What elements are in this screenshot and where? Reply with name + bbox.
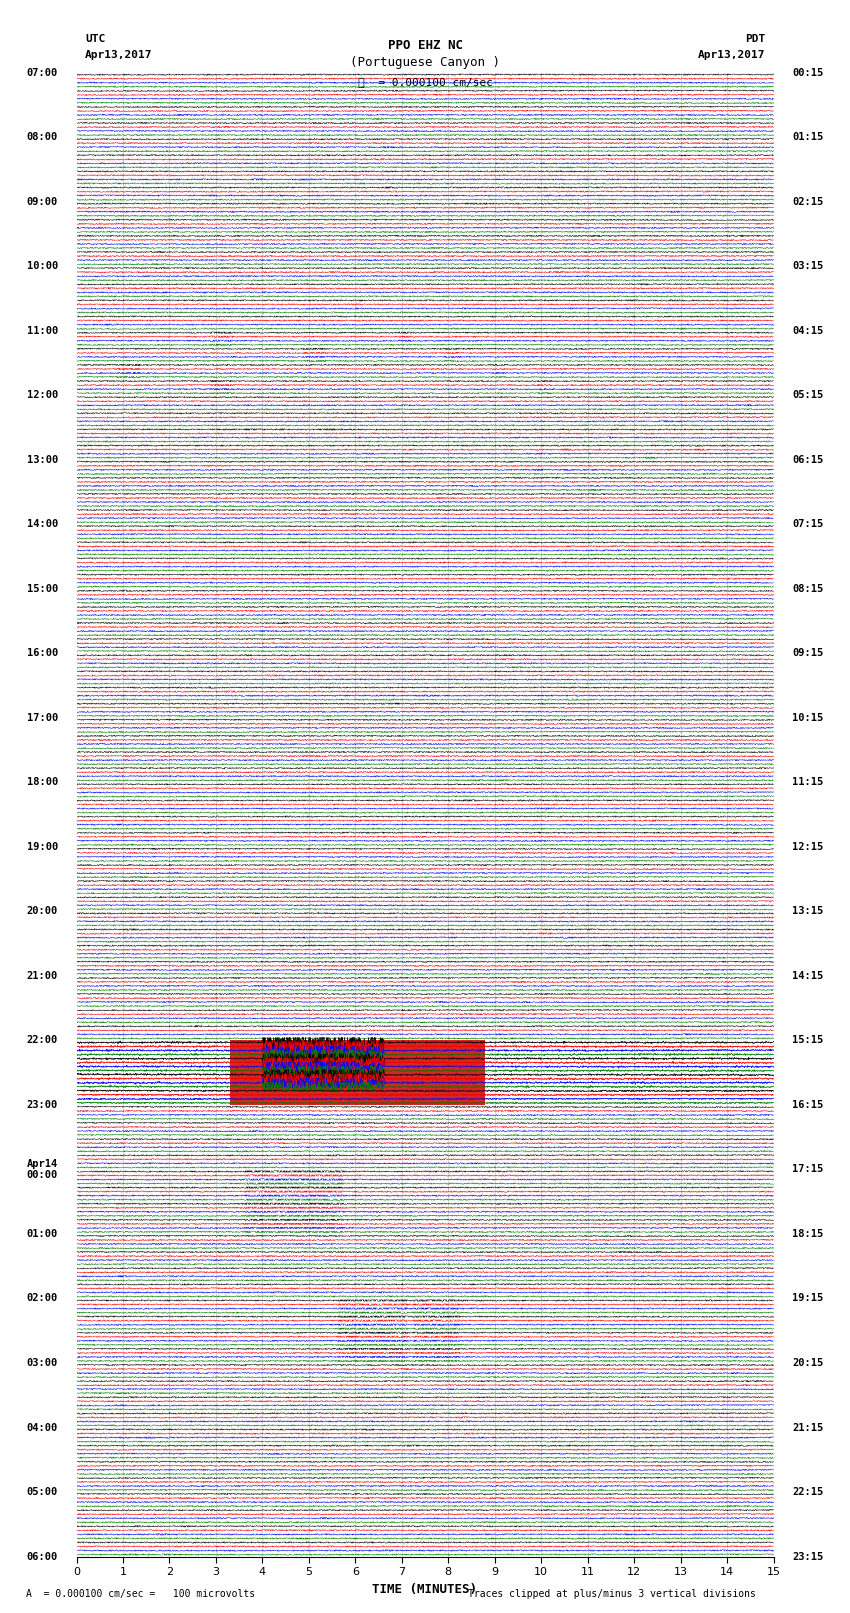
Text: 10:00: 10:00: [26, 261, 58, 271]
Text: 02:00: 02:00: [26, 1294, 58, 1303]
Text: 09:00: 09:00: [26, 197, 58, 206]
Text: 05:00: 05:00: [26, 1487, 58, 1497]
Text: Traces clipped at plus/minus 3 vertical divisions: Traces clipped at plus/minus 3 vertical …: [468, 1589, 756, 1598]
X-axis label: TIME (MINUTES): TIME (MINUTES): [372, 1582, 478, 1595]
Text: 14:00: 14:00: [26, 519, 58, 529]
Text: 04:15: 04:15: [792, 326, 824, 336]
Text: 18:15: 18:15: [792, 1229, 824, 1239]
Text: 03:15: 03:15: [792, 261, 824, 271]
Text: 12:00: 12:00: [26, 390, 58, 400]
Text: 08:15: 08:15: [792, 584, 824, 594]
Text: 20:15: 20:15: [792, 1358, 824, 1368]
Text: 22:15: 22:15: [792, 1487, 824, 1497]
Text: 19:00: 19:00: [26, 842, 58, 852]
Text: 08:00: 08:00: [26, 132, 58, 142]
Text: 13:15: 13:15: [792, 907, 824, 916]
Bar: [230, 1040, 485, 1105]
Text: 00:15: 00:15: [792, 68, 824, 77]
Text: PPO EHZ NC: PPO EHZ NC: [388, 39, 462, 52]
Text: 17:15: 17:15: [792, 1165, 824, 1174]
Text: 15:15: 15:15: [792, 1036, 824, 1045]
Text: 21:15: 21:15: [792, 1423, 824, 1432]
Text: 01:15: 01:15: [792, 132, 824, 142]
Text: 18:00: 18:00: [26, 777, 58, 787]
Text: Apr14
00:00: Apr14 00:00: [26, 1158, 58, 1181]
Text: 23:15: 23:15: [792, 1552, 824, 1561]
Text: ⎹  = 0.000100 cm/sec: ⎹ = 0.000100 cm/sec: [358, 77, 492, 87]
Text: 01:00: 01:00: [26, 1229, 58, 1239]
Text: A  = 0.000100 cm/sec =   100 microvolts: A = 0.000100 cm/sec = 100 microvolts: [26, 1589, 255, 1598]
Text: 06:00: 06:00: [26, 1552, 58, 1561]
Text: 15:00: 15:00: [26, 584, 58, 594]
Text: 20:00: 20:00: [26, 907, 58, 916]
Text: 17:00: 17:00: [26, 713, 58, 723]
Text: 02:15: 02:15: [792, 197, 824, 206]
Text: 09:15: 09:15: [792, 648, 824, 658]
Text: 12:15: 12:15: [792, 842, 824, 852]
Text: Apr13,2017: Apr13,2017: [698, 50, 765, 60]
Text: 06:15: 06:15: [792, 455, 824, 465]
Text: 19:15: 19:15: [792, 1294, 824, 1303]
Text: 11:00: 11:00: [26, 326, 58, 336]
Text: 13:00: 13:00: [26, 455, 58, 465]
Text: 14:15: 14:15: [792, 971, 824, 981]
Text: (Portuguese Canyon ): (Portuguese Canyon ): [350, 56, 500, 69]
Text: 23:00: 23:00: [26, 1100, 58, 1110]
Text: 16:00: 16:00: [26, 648, 58, 658]
Text: 04:00: 04:00: [26, 1423, 58, 1432]
Text: Apr13,2017: Apr13,2017: [85, 50, 152, 60]
Text: 21:00: 21:00: [26, 971, 58, 981]
Text: UTC: UTC: [85, 34, 105, 44]
Text: 05:15: 05:15: [792, 390, 824, 400]
Text: 07:15: 07:15: [792, 519, 824, 529]
Text: 10:15: 10:15: [792, 713, 824, 723]
Text: 03:00: 03:00: [26, 1358, 58, 1368]
Text: PDT: PDT: [745, 34, 765, 44]
Text: 16:15: 16:15: [792, 1100, 824, 1110]
Text: 11:15: 11:15: [792, 777, 824, 787]
Text: 07:00: 07:00: [26, 68, 58, 77]
Text: 22:00: 22:00: [26, 1036, 58, 1045]
